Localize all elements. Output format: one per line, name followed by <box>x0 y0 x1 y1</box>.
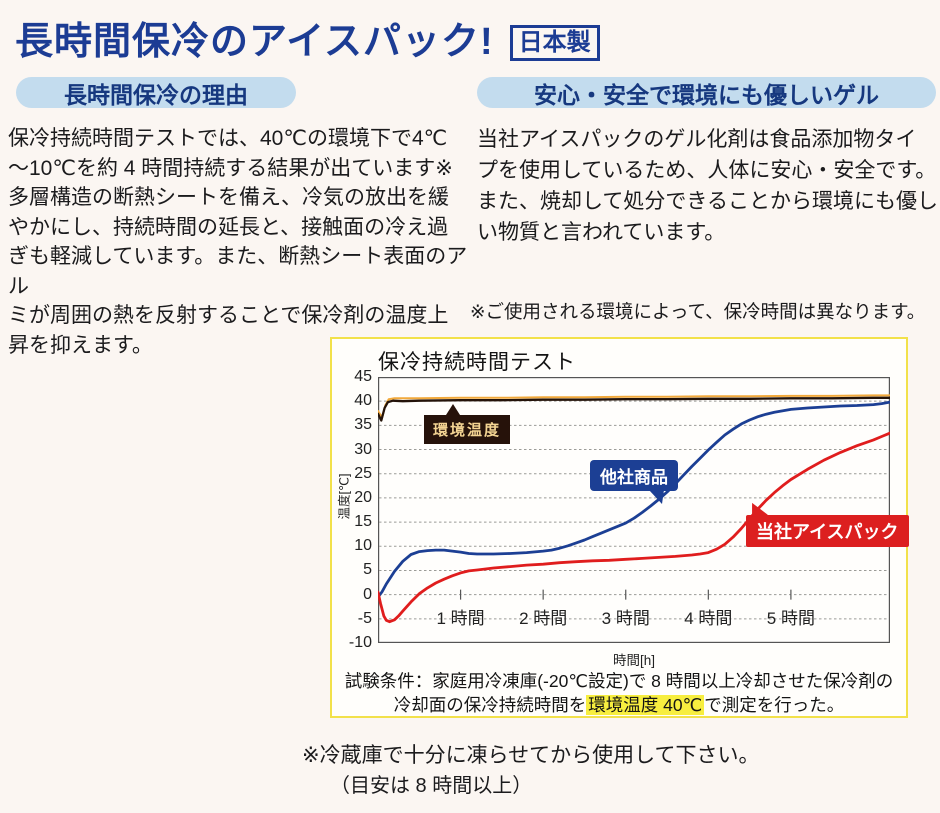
freeze-note-line2: （目安は 8 時間以上） <box>330 775 533 797</box>
gel-paragraph: 当社アイスパックのゲル化剤は食品添加物タイ プを使用しているため、人体に安心・安… <box>477 128 938 244</box>
freeze-instruction-note: ※冷蔵庫で十分に凍らせてから使用して下さい。 （目安は 8 時間以上） <box>302 740 760 802</box>
freeze-note-line1: ※冷蔵庫で十分に凍らせてから使用して下さい。 <box>302 744 760 767</box>
series-line-2 <box>378 400 890 599</box>
y-tick-label: 45 <box>354 368 372 385</box>
annotation-competitor-product: 他社商品 <box>590 460 678 504</box>
test-conditions-line1: 試験条件：家庭用冷凍庫(-20℃設定)で 8 時間以上冷却させた保冷剤の <box>344 671 894 691</box>
section-heading-reason: 長時間保冷の理由 <box>16 77 296 108</box>
header: 長時間保冷のアイスパック! 日本製 <box>15 21 600 64</box>
usage-environment-note: ※ご使用される環境によって、保冷時間は異なります。 <box>470 301 926 322</box>
x-tick-label: 2 時間 <box>519 608 568 628</box>
chart-title: 保冷持続時間テスト <box>378 351 576 374</box>
series-line-1 <box>378 396 890 422</box>
conditions-suffix: で測定を行った。 <box>704 695 845 715</box>
test-conditions: 試験条件：家庭用冷凍庫(-20℃設定)で 8 時間以上冷却させた保冷剤の 冷却面… <box>332 669 906 717</box>
series-line-0 <box>378 394 890 419</box>
reason-paragraph: 保冷持続時間テストでは、40℃の環境下で4℃ ～10℃を約 4 時間持続する結果… <box>8 127 468 357</box>
conditions-highlight: 環境温度 40℃ <box>586 695 705 715</box>
y-axis-label: 温度[℃] <box>337 473 352 520</box>
section-heading-gel: 安心・安全で環境にも優しいゲル <box>477 77 936 108</box>
x-tick-label: 4 時間 <box>684 608 733 628</box>
test-conditions-line2: 冷却面の保冷持続時間を 環境温度 40℃ で測定を行った。 <box>332 693 906 717</box>
y-tick-label: 5 <box>363 561 372 579</box>
page-title: 長時間保冷のアイスパック! <box>15 21 494 63</box>
cooling-test-chart: 保冷持続時間テスト 45 40 35 30 25 20 15 10 5 0 -5 -10 温度[℃] … <box>330 337 909 718</box>
x-tick-label: 5 時間 <box>766 608 815 628</box>
y-tick-label: 15 <box>354 513 372 531</box>
y-tick-label: -10 <box>348 634 372 651</box>
y-tick-label: 10 <box>354 537 372 555</box>
conditions-prefix: 冷却面の保冷持続時間を <box>393 695 587 715</box>
x-tick-label: 1 時間 <box>436 608 485 628</box>
y-tick-label: 25 <box>354 464 372 482</box>
y-tick-label: 0 <box>363 585 372 603</box>
y-tick-label: 20 <box>354 488 372 506</box>
y-tick-label: 40 <box>354 392 372 410</box>
made-in-japan-badge: 日本製 <box>509 24 600 61</box>
x-tick-label: 3 時間 <box>601 608 650 628</box>
series-line-3 <box>378 431 890 624</box>
annotation-our-icepack: 当社アイスパック <box>746 515 909 547</box>
y-tick-label: 30 <box>354 440 372 458</box>
y-tick-label: 35 <box>354 416 372 434</box>
y-tick-label: -5 <box>357 609 372 627</box>
x-axis-label: 時間[h] <box>612 653 655 668</box>
annotation-ambient-temperature: 環境温度 <box>424 404 511 444</box>
